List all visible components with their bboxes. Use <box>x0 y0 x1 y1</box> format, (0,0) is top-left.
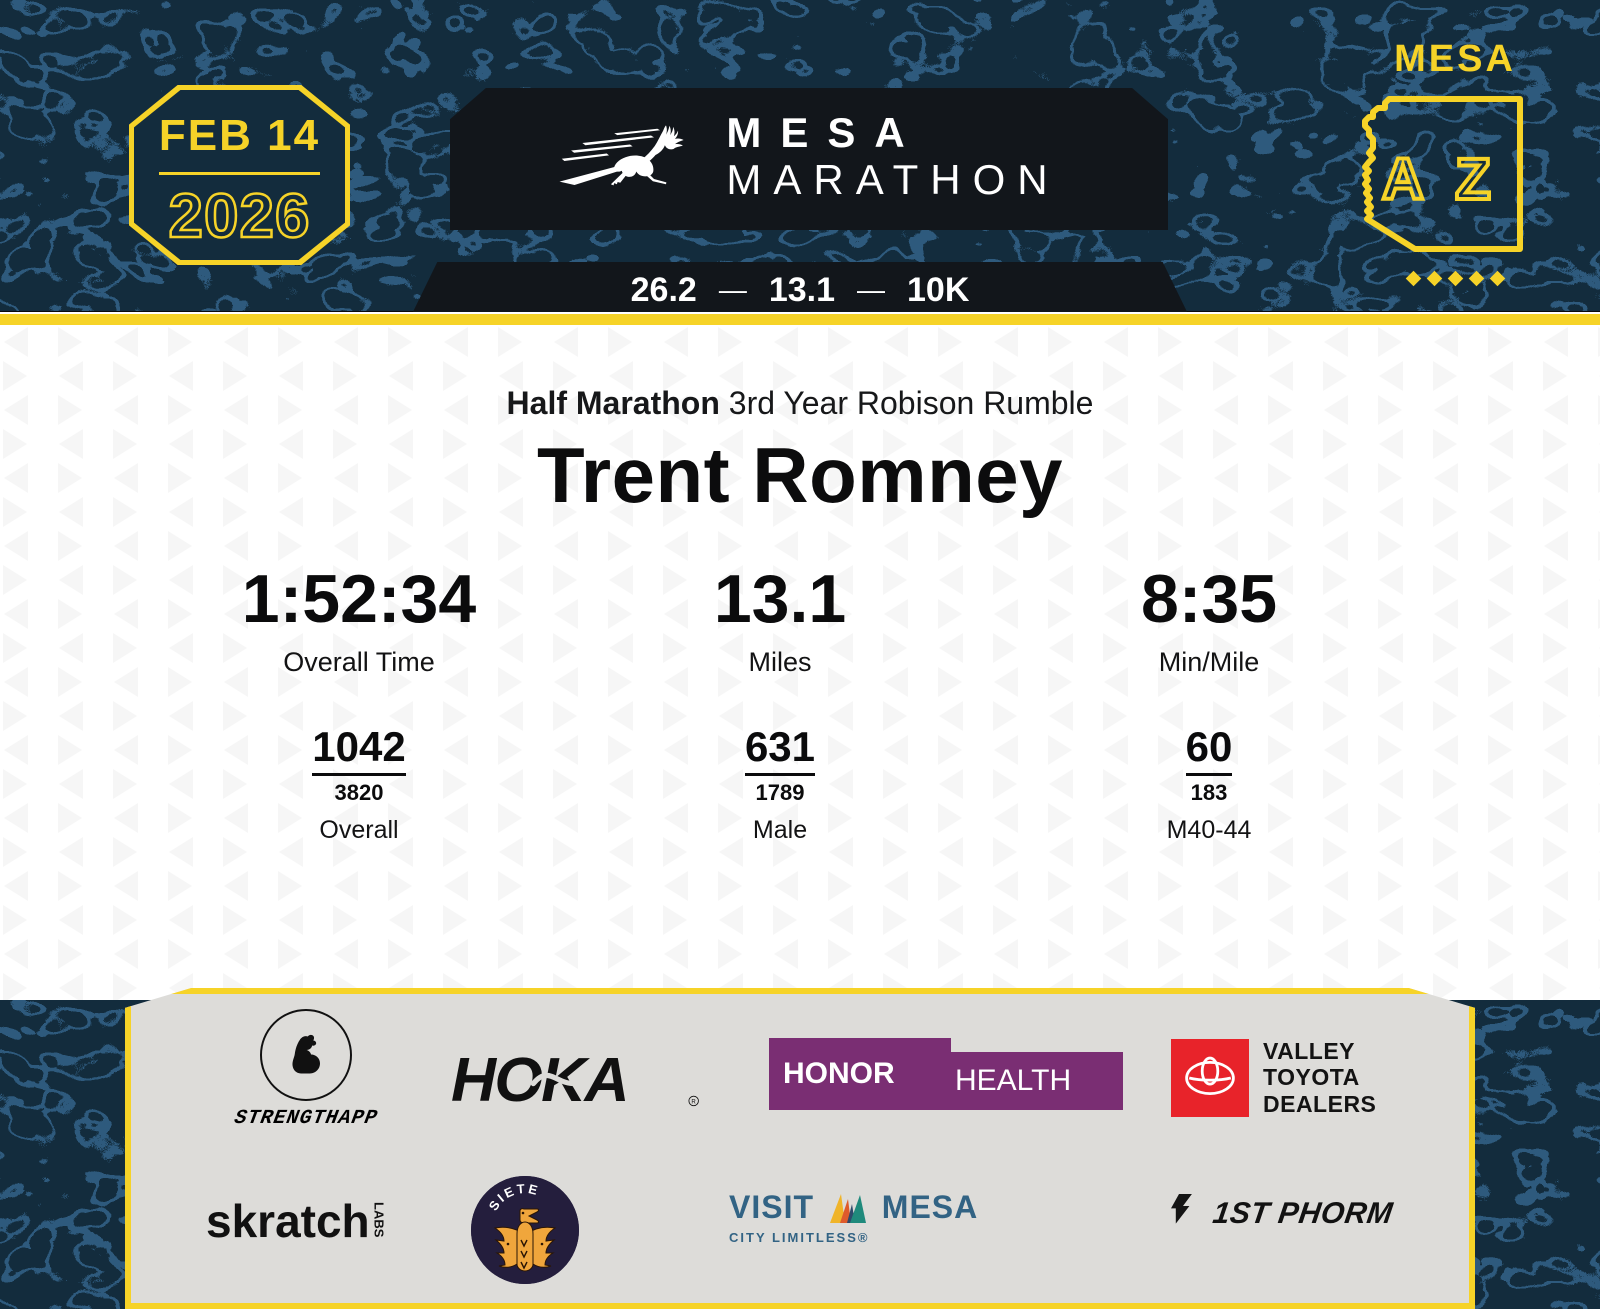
svg-text:A: A <box>1382 147 1424 212</box>
svg-text:Z: Z <box>1455 147 1490 212</box>
svg-text:R: R <box>691 1100 696 1106</box>
